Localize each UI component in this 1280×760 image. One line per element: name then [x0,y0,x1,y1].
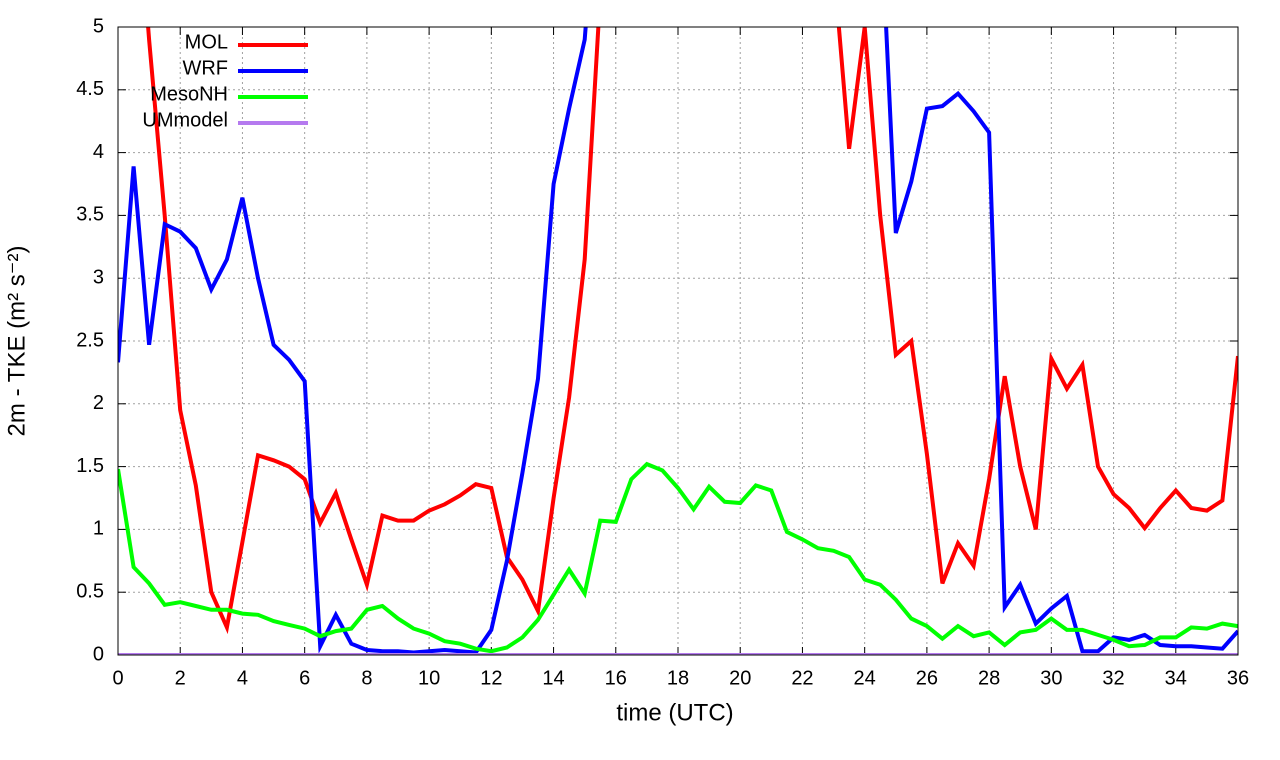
y-tick-label: 3 [93,266,104,288]
series-line [146,27,1238,635]
x-tick-label: 18 [667,667,689,689]
x-tick-label: 32 [1102,667,1124,689]
y-tick-label: 1 [93,518,104,540]
plot-lines [118,27,1238,655]
x-tick-label: 10 [418,667,440,689]
x-tick-label: 24 [854,667,876,689]
x-tick-label: 12 [480,667,502,689]
plot-frame [117,26,1239,656]
x-tick-label: 0 [112,667,123,689]
legend-label: MesoNH [150,83,228,105]
x-axis-title: time (UTC) [616,699,733,726]
legend-label: WRF [182,57,228,79]
y-tick-label: 0.5 [76,580,104,602]
x-tick-label: 36 [1227,667,1249,689]
x-tick-label: 4 [237,667,248,689]
y-tick-label: 4.5 [76,78,104,100]
legend-label: UMmodel [142,109,228,131]
y-tick-label: 4 [93,141,104,163]
x-tick-label: 6 [299,667,310,689]
x-tick-label: 26 [916,667,938,689]
y-tick-label: 1.5 [76,455,104,477]
y-tick-label: 5 [93,15,104,37]
y-tick-label: 2.5 [76,329,104,351]
x-tick-label: 34 [1165,667,1187,689]
x-tick-label: 8 [361,667,372,689]
y-axis-title: 2m - TKE (m² s⁻²) [3,246,30,437]
series-line [118,27,1238,655]
y-tick-label: 0 [93,643,104,665]
x-tick-label: 20 [729,667,751,689]
x-tick-label: 28 [978,667,1000,689]
series-line [118,461,1238,654]
legend-label: MOL [185,31,228,53]
y-tick-label: 3.5 [76,204,104,226]
y-tick-label: 2 [93,392,104,414]
x-tick-label: 16 [605,667,627,689]
x-tick-label: 14 [542,667,564,689]
x-tick-label: 2 [175,667,186,689]
x-tick-label: 30 [1040,667,1062,689]
x-tick-label: 22 [791,667,813,689]
